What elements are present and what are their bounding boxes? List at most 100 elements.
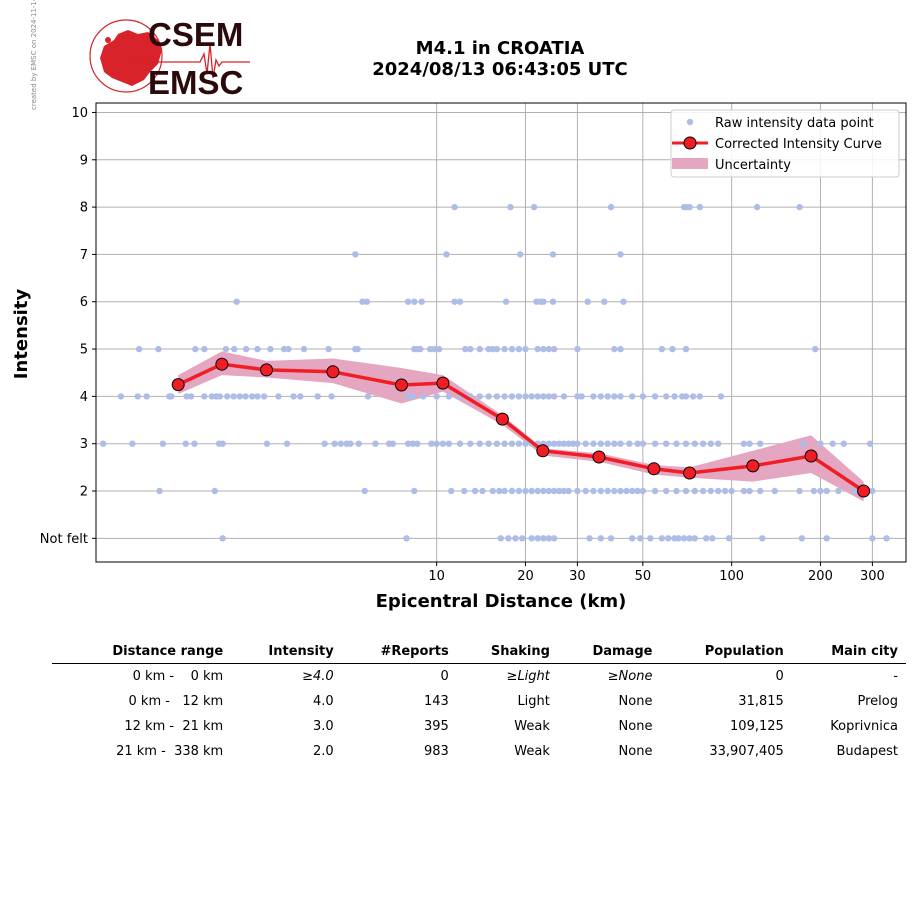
raw-data-point bbox=[869, 535, 876, 542]
raw-data-point bbox=[617, 393, 624, 400]
raw-data-point bbox=[715, 440, 722, 447]
x-tick-label: 50 bbox=[635, 569, 652, 584]
raw-data-point bbox=[263, 440, 271, 447]
logo-seismogram bbox=[128, 43, 250, 79]
logo-island bbox=[105, 37, 111, 43]
raw-data-point bbox=[540, 298, 547, 305]
raw-data-point bbox=[403, 535, 410, 542]
legend-band-swatch bbox=[672, 158, 708, 169]
raw-data-point bbox=[707, 487, 714, 495]
raw-data-point bbox=[143, 393, 150, 400]
raw-data-point bbox=[501, 393, 508, 400]
raw-data-point bbox=[389, 440, 396, 447]
legend: Raw intensity data point Corrected Inten… bbox=[670, 109, 900, 178]
chart-title-line1: M4.1 in CROATIA bbox=[415, 38, 585, 59]
raw-data-point bbox=[549, 251, 557, 258]
raw-data-point bbox=[117, 393, 125, 400]
raw-data-point bbox=[445, 393, 453, 400]
raw-data-point bbox=[800, 440, 807, 447]
raw-data-point bbox=[456, 440, 464, 447]
raw-data-point bbox=[560, 393, 568, 400]
raw-data-point bbox=[560, 440, 568, 447]
y-tick-label: 7 bbox=[80, 248, 88, 263]
raw-data-point bbox=[560, 487, 568, 495]
raw-data-point bbox=[476, 440, 483, 447]
raw-data-point bbox=[249, 393, 256, 400]
table-row: 21 km - 338 km 2.0 983 Weak None 33,907,… bbox=[52, 739, 906, 764]
raw-data-point bbox=[663, 440, 670, 447]
raw-data-point bbox=[699, 440, 707, 447]
raw-data-point bbox=[550, 393, 558, 400]
raw-data-point bbox=[135, 345, 143, 353]
raw-data-point bbox=[129, 440, 136, 447]
raw-data-point bbox=[673, 487, 680, 495]
raw-data-point bbox=[448, 487, 455, 495]
raw-data-point bbox=[159, 440, 167, 447]
raw-data-point bbox=[746, 487, 753, 495]
raw-data-point bbox=[428, 440, 435, 447]
raw-data-point bbox=[626, 440, 633, 447]
cell-reports: 983 bbox=[423, 744, 449, 759]
raw-data-point bbox=[725, 535, 733, 542]
legend-curve-marker bbox=[683, 136, 697, 150]
raw-data-point bbox=[493, 345, 501, 353]
raw-data-point bbox=[639, 393, 647, 400]
corrected-curve-point bbox=[215, 357, 229, 371]
raw-data-point bbox=[515, 487, 523, 495]
raw-data-point bbox=[337, 440, 344, 447]
raw-data-point bbox=[550, 345, 558, 353]
raw-data-point bbox=[208, 393, 216, 400]
raw-data-point bbox=[222, 345, 230, 353]
raw-data-point bbox=[545, 487, 552, 495]
raw-data-point bbox=[211, 487, 218, 495]
raw-data-point bbox=[545, 393, 552, 400]
raw-data-point bbox=[501, 345, 508, 353]
raw-data-point bbox=[669, 345, 676, 353]
raw-data-point bbox=[485, 440, 492, 447]
raw-data-point bbox=[757, 440, 764, 447]
raw-data-point bbox=[663, 487, 670, 495]
raw-data-point bbox=[501, 487, 508, 495]
corrected-curve-layer bbox=[171, 357, 871, 498]
raw-data-point bbox=[651, 393, 659, 400]
raw-data-point bbox=[550, 535, 558, 542]
raw-data-point bbox=[651, 440, 659, 447]
raw-data-point bbox=[493, 393, 501, 400]
y-tick-label: 5 bbox=[80, 343, 88, 358]
raw-data-point bbox=[439, 440, 447, 447]
raw-data-point bbox=[597, 393, 604, 400]
raw-data-point bbox=[485, 393, 492, 400]
raw-data-point bbox=[607, 535, 615, 542]
x-tick-label: 30 bbox=[569, 569, 586, 584]
raw-data-point bbox=[663, 393, 670, 400]
raw-data-point bbox=[508, 487, 516, 495]
y-tick-label: 4 bbox=[80, 390, 88, 405]
legend-raw-label: Raw intensity data point bbox=[715, 116, 874, 131]
raw-data-point bbox=[691, 535, 698, 542]
header-distance-range: Distance range bbox=[112, 644, 224, 659]
raw-data-point bbox=[671, 393, 678, 400]
raw-data-point bbox=[757, 487, 764, 495]
raw-data-point bbox=[522, 393, 529, 400]
cell-shaking: Weak bbox=[514, 744, 550, 759]
corrected-curve-point bbox=[436, 376, 450, 390]
corrected-curve-point bbox=[536, 444, 550, 458]
raw-data-point bbox=[404, 393, 412, 400]
raw-data-point bbox=[359, 298, 366, 305]
raw-data-point bbox=[629, 535, 636, 542]
raw-data-point bbox=[545, 535, 552, 542]
raw-data-point bbox=[565, 487, 572, 495]
cell-intensity: 4.0 bbox=[312, 694, 334, 709]
raw-data-point bbox=[254, 345, 261, 353]
raw-data-point bbox=[462, 345, 469, 353]
corrected-curve-line bbox=[177, 362, 865, 493]
raw-data-point bbox=[771, 487, 778, 495]
raw-data-point bbox=[647, 535, 654, 542]
raw-data-point bbox=[451, 298, 458, 305]
raw-data-point bbox=[540, 345, 547, 353]
raw-data-point bbox=[512, 535, 519, 542]
raw-data-point bbox=[565, 440, 572, 447]
raw-data-point bbox=[354, 345, 361, 353]
raw-data-point bbox=[689, 393, 697, 400]
raw-data-point bbox=[267, 345, 274, 353]
